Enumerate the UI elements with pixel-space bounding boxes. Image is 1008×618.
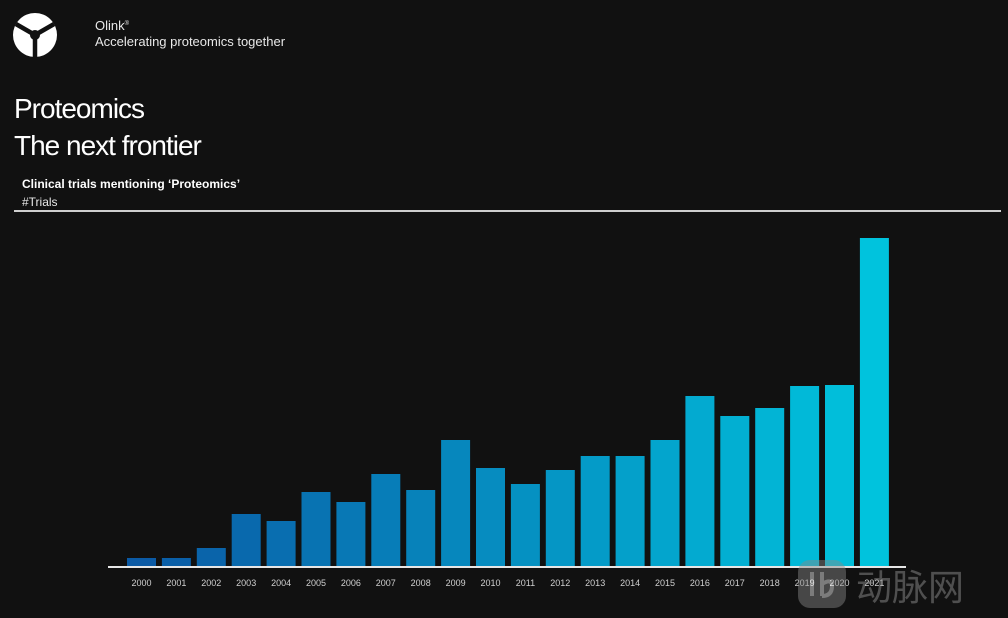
bar-2000 — [127, 558, 156, 566]
bar-2018 — [755, 408, 785, 566]
bar-2016 — [685, 396, 715, 566]
x-tick-label: 2010 — [480, 578, 500, 588]
bar-2012 — [545, 470, 575, 566]
watermark-text: 动脉网 — [856, 568, 965, 609]
bar-2006 — [336, 502, 366, 566]
x-tick-label: 2009 — [446, 578, 466, 588]
olink-logo — [13, 13, 57, 58]
bar-2001 — [161, 558, 191, 566]
x-tick-label: 2013 — [585, 578, 605, 588]
x-tick-label: 2006 — [341, 578, 361, 588]
x-tick-label: 2017 — [725, 578, 745, 588]
bar-2019 — [790, 386, 820, 566]
x-tick-label: 2016 — [690, 578, 710, 588]
bar-2017 — [720, 416, 750, 566]
x-tick-label: 2015 — [655, 578, 675, 588]
x-tick-label: 2012 — [550, 578, 570, 588]
brand-name: Olink — [95, 18, 125, 33]
title-line-1: Proteomics — [14, 93, 145, 124]
bar-chart: 2000 2001 2002 2003 2004 2005 2006 2007 2008 2009… — [108, 238, 906, 588]
brand-tagline: Accelerating proteomics together — [95, 34, 286, 49]
watermark-icon — [798, 560, 846, 608]
x-tick-label: 2019 — [795, 578, 815, 588]
bar-2007 — [371, 474, 401, 566]
x-tick-label: 2011 — [516, 578, 535, 588]
chart-y-label: #Trials — [22, 195, 58, 209]
x-tick-label: 2002 — [201, 578, 221, 588]
bar-2005 — [301, 492, 331, 566]
x-tick-label: 2007 — [376, 578, 396, 588]
registered-mark: ® — [124, 21, 130, 27]
page-title: Proteomics The next frontier — [14, 90, 202, 164]
bar-2004 — [266, 521, 296, 566]
watermark: 动脉网 — [796, 556, 1002, 612]
bar-2003 — [231, 514, 261, 566]
bar-2020 — [825, 385, 854, 566]
x-tick-label: 2021 — [864, 578, 884, 588]
brand-block: Olink® Accelerating proteomics together — [95, 18, 285, 50]
x-tick-label: 2020 — [829, 578, 849, 588]
x-tick-label: 2001 — [166, 578, 186, 588]
x-tick-label: 2005 — [306, 578, 326, 588]
chart-title: Clinical trials mentioning ‘Proteomics’ — [22, 177, 241, 191]
title-line-2: The next frontier — [14, 130, 202, 161]
bar-2011 — [510, 484, 540, 566]
bar-2002 — [196, 548, 226, 566]
x-tick-label: 2018 — [760, 578, 780, 588]
header-divider — [14, 210, 1001, 212]
x-tick-label: 2014 — [620, 578, 640, 588]
bar-2014 — [615, 456, 645, 566]
bar-2021 — [859, 238, 889, 566]
bar-2015 — [650, 440, 680, 566]
x-tick-label: 2004 — [271, 578, 291, 588]
x-tick-label: 2008 — [411, 578, 431, 588]
bar-2008 — [406, 490, 436, 566]
bar-2013 — [580, 456, 610, 566]
bar-2010 — [476, 468, 505, 566]
x-tick-label: 2003 — [236, 578, 256, 588]
bar-2009 — [441, 440, 471, 566]
x-tick-label: 2000 — [131, 578, 151, 588]
